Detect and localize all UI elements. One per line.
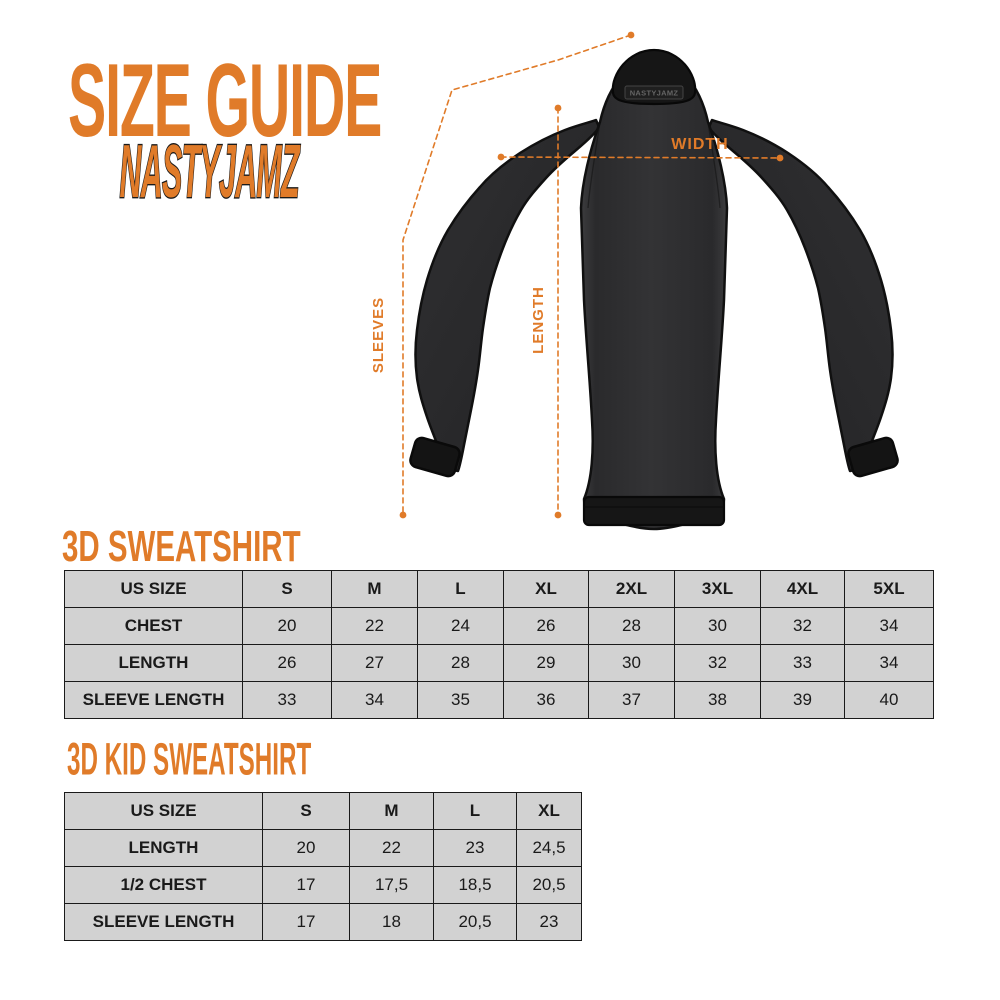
- svg-text:SLEEVES: SLEEVES: [370, 297, 387, 373]
- svg-text:WIDTH: WIDTH: [671, 136, 728, 153]
- svg-text:LENGTH: LENGTH: [530, 286, 547, 354]
